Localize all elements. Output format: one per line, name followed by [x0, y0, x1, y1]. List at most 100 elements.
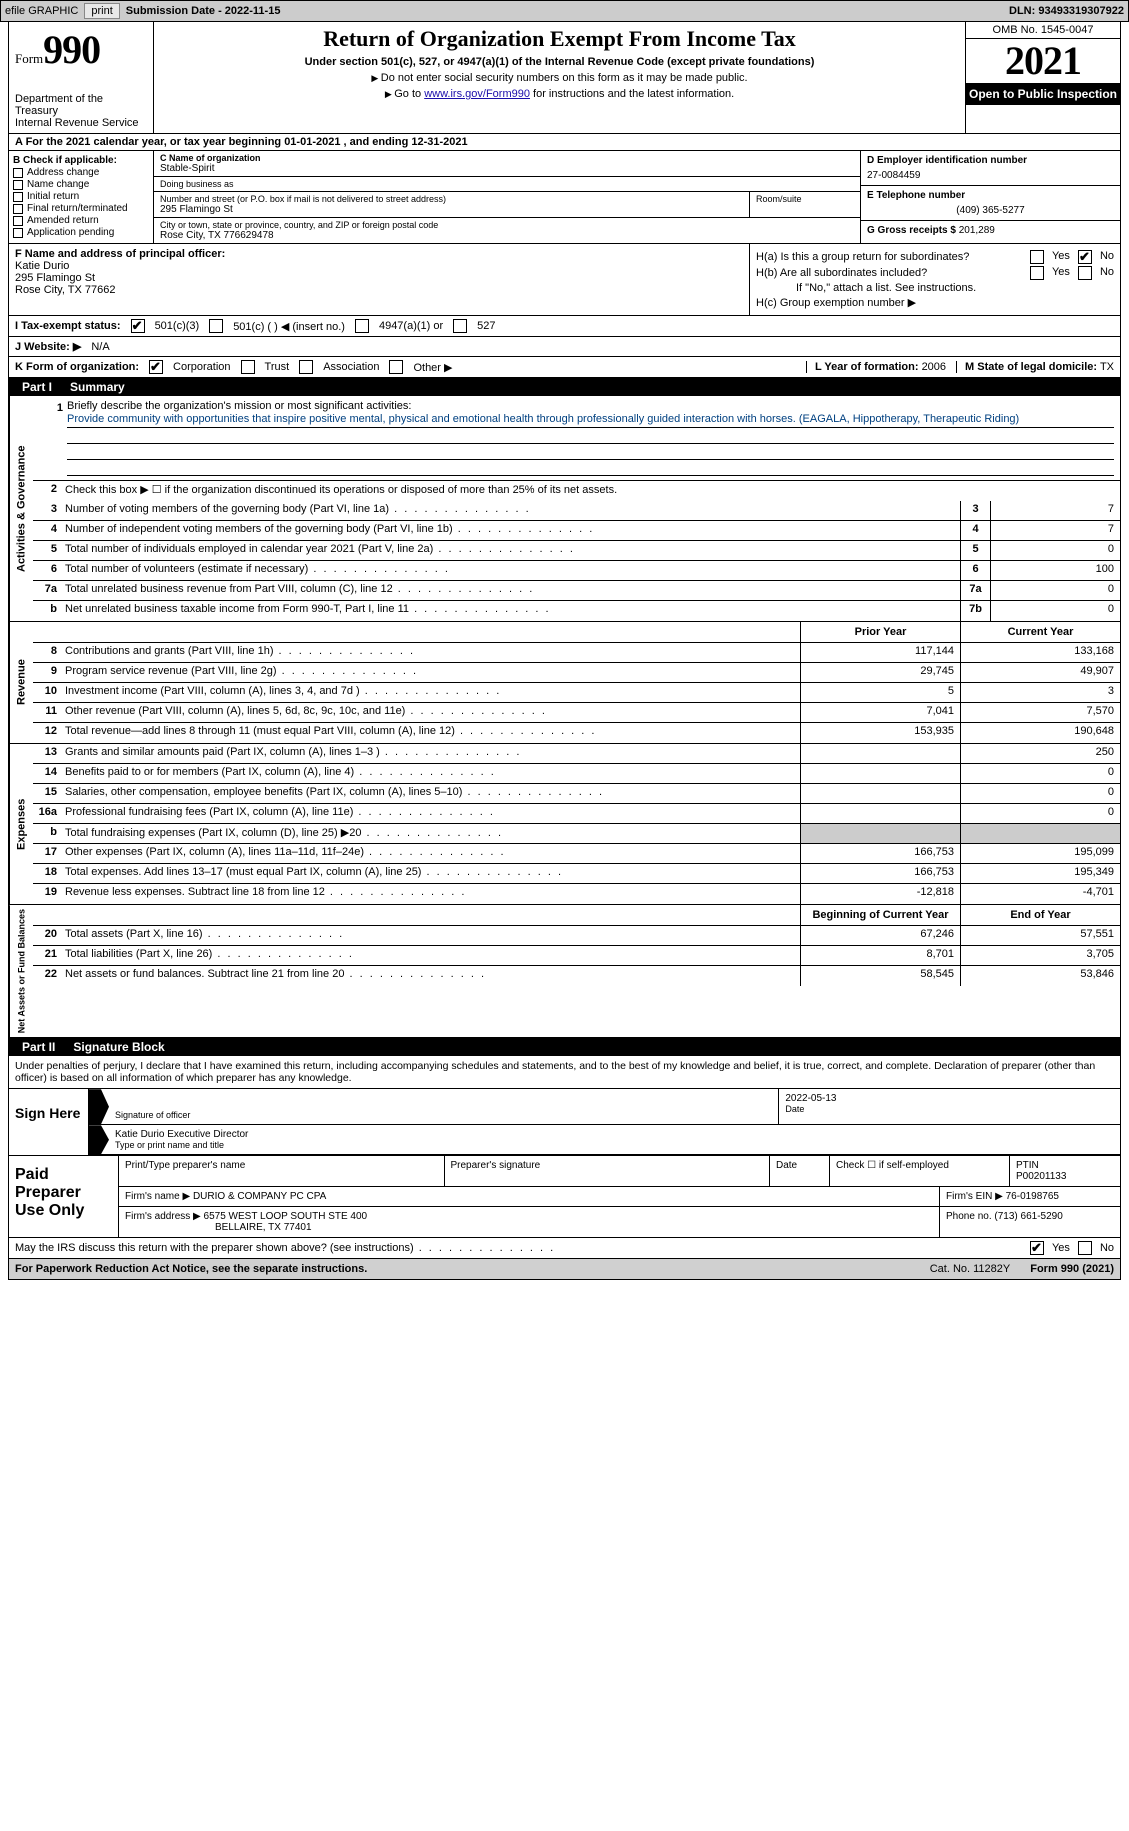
line-value: 7	[990, 521, 1120, 540]
current-year-value: 57,551	[960, 926, 1120, 945]
form-990-page: Form990 Department of the Treasury Inter…	[0, 22, 1129, 1288]
row-f-label: F Name and address of principal officer:	[15, 248, 743, 260]
checkbox-discuss-yes[interactable]	[1030, 1241, 1044, 1255]
line-text: Net unrelated business taxable income fr…	[61, 601, 960, 621]
line-text: Total number of volunteers (estimate if …	[61, 561, 960, 580]
firm-address-2: BELLAIRE, TX 77401	[125, 1222, 933, 1233]
form-header: Form990 Department of the Treasury Inter…	[8, 22, 1121, 134]
opt-name-change: Name change	[27, 179, 89, 190]
current-year-value: 195,099	[960, 844, 1120, 863]
checkbox-501c3[interactable]	[131, 319, 145, 333]
org-name-label: C Name of organization	[160, 153, 854, 163]
part-2-num: Part II	[16, 1040, 61, 1054]
prior-year-value	[800, 804, 960, 823]
print-button[interactable]: print	[84, 3, 119, 19]
firm-name: DURIO & COMPANY PC CPA	[193, 1191, 326, 1202]
mission-blank-1	[67, 428, 1114, 444]
opt-527: 527	[477, 320, 495, 332]
type-print-label: Type or print name and title	[115, 1140, 1114, 1150]
line-num: 14	[33, 764, 61, 783]
checkbox-application-pending[interactable]	[13, 228, 23, 238]
prior-year-value	[800, 824, 960, 843]
catalog-number: Cat. No. 11282Y	[930, 1263, 1011, 1275]
year-formation: 2006	[922, 361, 946, 373]
open-to-public-badge: Open to Public Inspection	[966, 83, 1120, 105]
irs-form990-link[interactable]: www.irs.gov/Form990	[424, 88, 530, 100]
dept-treasury: Department of the Treasury	[15, 93, 147, 117]
officer-name-title: Katie Durio Executive Director	[115, 1129, 1114, 1140]
form-instruction-1: Do not enter social security numbers on …	[160, 72, 959, 84]
checkbox-discuss-no[interactable]	[1078, 1241, 1092, 1255]
hb-yes-label: Yes	[1052, 266, 1070, 280]
summary-row: b Net unrelated business taxable income …	[33, 601, 1120, 621]
opt-initial-return: Initial return	[27, 191, 79, 202]
net-assets-section: Net Assets or Fund Balances Beginning of…	[8, 905, 1121, 1038]
firm-name-label: Firm's name ▶	[125, 1191, 190, 1202]
line-num: 7a	[33, 581, 61, 600]
prior-year-value: 117,144	[800, 643, 960, 662]
checkbox-ha-yes[interactable]	[1030, 250, 1044, 264]
discuss-yes-label: Yes	[1052, 1242, 1070, 1254]
checkbox-4947[interactable]	[355, 319, 369, 333]
opt-application-pending: Application pending	[27, 227, 114, 238]
line-text: Number of independent voting members of …	[61, 521, 960, 540]
group-return-block: H(a) Is this a group return for subordin…	[750, 244, 1120, 315]
checkbox-ha-no[interactable]	[1078, 250, 1092, 264]
ein-value: 27-0084459	[867, 170, 1114, 181]
checkbox-address-change[interactable]	[13, 168, 23, 178]
line-num: 15	[33, 784, 61, 803]
checkbox-final-return[interactable]	[13, 204, 23, 214]
checkbox-initial-return[interactable]	[13, 192, 23, 202]
sig-arrow-icon-2	[89, 1125, 109, 1154]
row-a-calendar-year: A For the 2021 calendar year, or tax yea…	[8, 134, 1121, 151]
checkbox-hb-yes[interactable]	[1030, 266, 1044, 280]
line-num: 18	[33, 864, 61, 883]
line-num: 13	[33, 744, 61, 763]
preparer-date-header: Date	[770, 1156, 830, 1186]
checkbox-corporation[interactable]	[149, 360, 163, 374]
checkbox-hb-no[interactable]	[1078, 266, 1092, 280]
opt-4947: 4947(a)(1) or	[379, 320, 443, 332]
column-d-ein-phone: D Employer identification number 27-0084…	[860, 151, 1120, 243]
officer-group-block: F Name and address of principal officer:…	[8, 244, 1121, 316]
part-1-num: Part I	[16, 380, 58, 394]
h-c-label: H(c) Group exemption number ▶	[756, 296, 916, 309]
line-num: 10	[33, 683, 61, 702]
line-text: Program service revenue (Part VIII, line…	[61, 663, 800, 682]
checkbox-name-change[interactable]	[13, 180, 23, 190]
prior-year-value	[800, 764, 960, 783]
summary-row: 21 Total liabilities (Part X, line 26) 8…	[33, 946, 1120, 966]
checkbox-527[interactable]	[453, 319, 467, 333]
submission-date-label: Submission Date - 2022-11-15	[126, 5, 281, 17]
line-text: Number of voting members of the governin…	[61, 501, 960, 520]
discuss-no-label: No	[1100, 1242, 1114, 1254]
dln-label: DLN: 93493319307922	[1009, 5, 1124, 17]
current-year-value: 49,907	[960, 663, 1120, 682]
goto-prefix: Go to	[394, 88, 424, 100]
current-year-value: 0	[960, 804, 1120, 823]
line-num: 3	[33, 501, 61, 520]
state-domicile: TX	[1100, 361, 1114, 373]
checkbox-other[interactable]	[389, 360, 403, 374]
line-num: 12	[33, 723, 61, 743]
line-text: Investment income (Part VIII, column (A)…	[61, 683, 800, 702]
prior-year-value: 67,246	[800, 926, 960, 945]
checkbox-amended-return[interactable]	[13, 216, 23, 226]
checkbox-trust[interactable]	[241, 360, 255, 374]
checkbox-association[interactable]	[299, 360, 313, 374]
side-label-net-assets: Net Assets or Fund Balances	[9, 905, 33, 1037]
gross-receipts-label: G Gross receipts $	[867, 225, 956, 236]
city-state-zip: Rose City, TX 776629478	[160, 230, 854, 241]
room-suite-label: Room/suite	[756, 194, 854, 204]
checkbox-501c[interactable]	[209, 319, 223, 333]
website-value: N/A	[91, 341, 109, 353]
row-k-form-org: K Form of organization: Corporation Trus…	[8, 357, 1121, 378]
current-year-value: 53,846	[960, 966, 1120, 986]
line-num: 8	[33, 643, 61, 662]
line-text: Net assets or fund balances. Subtract li…	[61, 966, 800, 986]
current-year-value: 3	[960, 683, 1120, 702]
summary-row: 3 Number of voting members of the govern…	[33, 501, 1120, 521]
current-year-value	[960, 824, 1120, 843]
prior-year-value	[800, 744, 960, 763]
line-num: 9	[33, 663, 61, 682]
